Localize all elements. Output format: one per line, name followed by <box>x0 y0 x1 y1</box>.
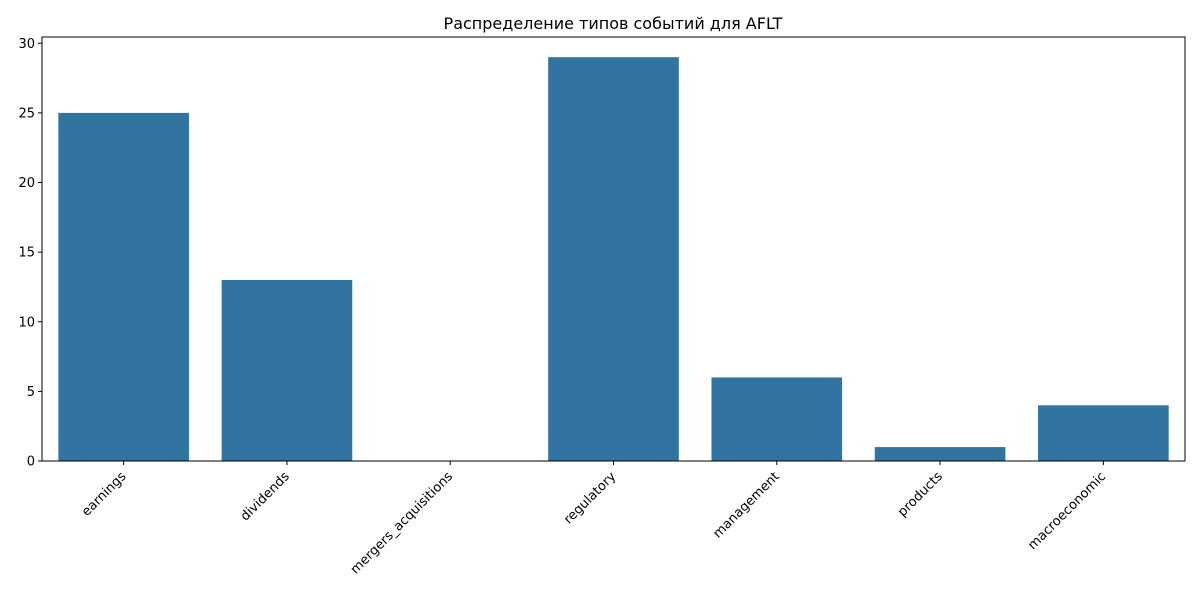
y-tick-label: 10 <box>18 315 35 330</box>
bar-products <box>874 447 1006 461</box>
x-tick-label: products <box>895 469 946 520</box>
y-axis: 0 5 10 15 20 25 30 <box>18 37 42 470</box>
bar-macroeconomic <box>1038 405 1169 461</box>
x-tick-label: dividends <box>238 469 293 524</box>
x-tick-label: regulatory <box>561 469 619 527</box>
x-tick-label: earnings <box>79 469 130 520</box>
y-tick-label: 30 <box>18 37 35 52</box>
bar-dividends <box>221 279 353 461</box>
bar-management <box>711 377 843 461</box>
x-axis: earnings dividends mergers_acquisitions reg… <box>79 461 1109 577</box>
y-tick-label: 15 <box>18 246 35 261</box>
bar-regulatory <box>548 57 679 461</box>
x-tick-label: management <box>710 469 782 541</box>
y-tick-label: 25 <box>18 106 35 121</box>
plot-frame <box>41 36 1186 462</box>
y-tick-label: 20 <box>18 176 35 191</box>
x-tick-label: macroeconomic <box>1025 469 1109 553</box>
bar-earnings <box>58 112 189 462</box>
chart-title: Распределение типов событий для AFLT <box>444 14 783 33</box>
bars-layer <box>58 57 1169 462</box>
y-tick-label: 5 <box>27 385 35 400</box>
x-tick-label: mergers_acquisitions <box>348 469 456 577</box>
y-tick-label: 0 <box>27 455 35 470</box>
